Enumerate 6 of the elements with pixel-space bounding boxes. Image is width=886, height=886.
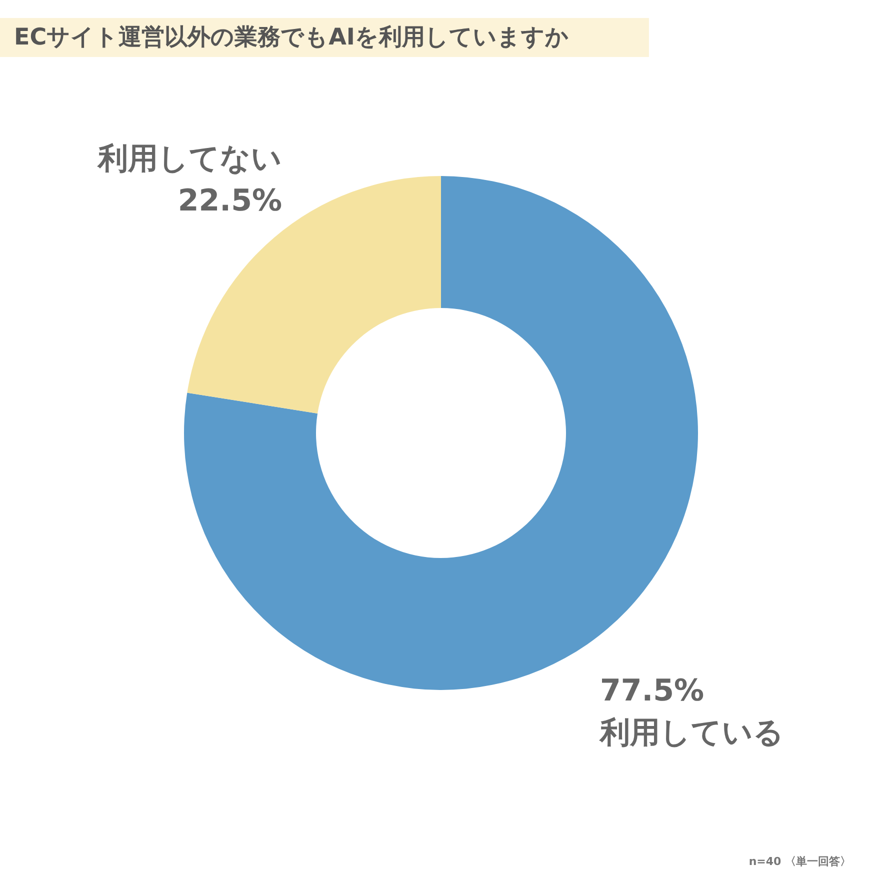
slice-label: 利用している (599, 716, 784, 750)
text: n=40 〈単一回答〉 (748, 855, 851, 868)
data-label: 77.5% (600, 674, 704, 708)
data-label: 22.5% (178, 184, 282, 218)
chart-title: ECサイト運営以外の業務でもAIを利用していますか (14, 24, 569, 50)
slice-label: 利用してない (97, 142, 282, 176)
